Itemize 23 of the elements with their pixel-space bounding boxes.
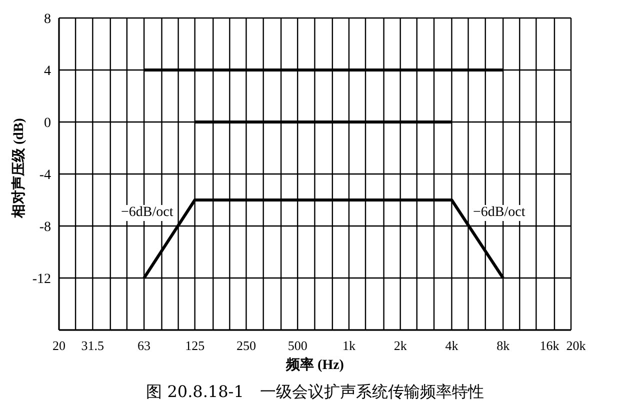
x-tick-label: 1k xyxy=(342,338,356,353)
x-tick-label: 2k xyxy=(394,338,408,353)
x-tick-label: 20k xyxy=(566,338,586,353)
x-tick-label: 250 xyxy=(236,338,256,353)
x-tick-label: 8k xyxy=(496,338,510,353)
x-tick-label: 31.5 xyxy=(81,338,104,353)
annotation: −6dB/oct xyxy=(120,205,174,221)
y-tick-label: 0 xyxy=(44,116,51,131)
x-tick-label: 4k xyxy=(445,338,459,353)
x-tick-label: 63 xyxy=(138,338,151,353)
y-tick-label: 4 xyxy=(44,64,51,79)
y-tick-label: -8 xyxy=(39,220,51,235)
y-axis-title: 相对声压级 (dB) xyxy=(10,118,28,218)
annotation: −6dB/oct xyxy=(472,205,526,221)
y-tick-label: 8 xyxy=(44,12,51,27)
x-tick-label: 20 xyxy=(52,338,66,353)
text: 图 20.8.18-1 一级会议扩声系统传输频率特性 xyxy=(145,382,485,403)
x-tick-label: 16k xyxy=(540,338,560,353)
x-tick-label: 500 xyxy=(288,338,308,353)
x-axis-title: 频率 (Hz) xyxy=(286,358,344,373)
y-tick-label: -4 xyxy=(39,168,51,183)
x-tick-label: 125 xyxy=(185,338,205,353)
y-tick-label: -12 xyxy=(32,272,51,287)
